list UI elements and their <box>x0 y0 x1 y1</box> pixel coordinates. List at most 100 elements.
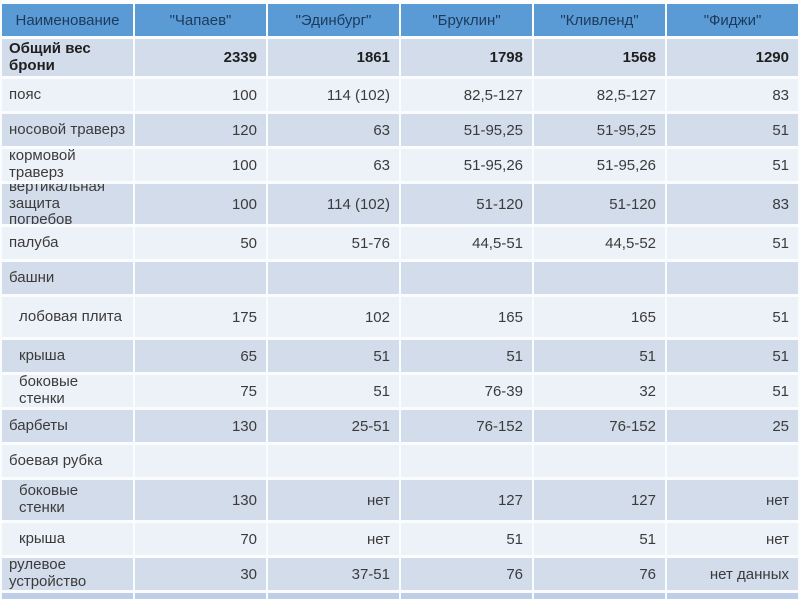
value-cell <box>667 262 798 294</box>
column-header-cleveland: "Кливленд" <box>534 4 665 36</box>
table-row: носовой траверз 120 63 51-95,25 51-95,25 51 <box>2 114 798 146</box>
value-cell: 51 <box>667 340 798 372</box>
value-cell: 51-95,26 <box>401 149 532 181</box>
value-cell: 51 <box>534 523 665 555</box>
value-cell: 51-95,25 <box>534 114 665 146</box>
value-cell: 127 <box>401 480 532 520</box>
value-cell: 25 <box>667 410 798 442</box>
partial-cell <box>401 593 532 599</box>
row-label-cell: кормовой траверз <box>2 149 133 181</box>
table-row: барбеты 130 25-51 76-152 76-152 25 <box>2 410 798 442</box>
value-cell: 51-95,25 <box>401 114 532 146</box>
row-label-cell: крыша <box>2 340 133 372</box>
value-cell: 114 (102) <box>268 184 399 224</box>
value-cell: 127 <box>534 480 665 520</box>
armor-comparison-table: Наименование "Чапаев" "Эдинбург" "Брукли… <box>2 4 798 599</box>
value-cell <box>667 445 798 477</box>
table-row: Общий вес брони 2339 1861 1798 1568 1290 <box>2 39 798 76</box>
value-cell: 1568 <box>534 39 665 76</box>
partial-cell <box>534 593 665 599</box>
value-cell: 76 <box>401 558 532 590</box>
value-cell: 82,5-127 <box>534 79 665 111</box>
table-row: пояс 100 114 (102) 82,5-127 82,5-127 83 <box>2 79 798 111</box>
column-header-fiji: "Фиджи" <box>667 4 798 36</box>
table-row: боковые стенки 130 нет 127 127 нет <box>2 480 798 520</box>
table-row: башни <box>2 262 798 294</box>
value-cell: 100 <box>135 184 266 224</box>
column-header-name: Наименование <box>2 4 133 36</box>
value-cell: 51-76 <box>268 227 399 259</box>
value-cell: 50 <box>135 227 266 259</box>
row-label-cell: барбеты <box>2 410 133 442</box>
row-label-cell: боковые стенки <box>2 480 133 520</box>
value-cell: 51 <box>401 340 532 372</box>
value-cell: 63 <box>268 149 399 181</box>
value-cell: 25-51 <box>268 410 399 442</box>
value-cell: 51 <box>268 340 399 372</box>
column-header-brooklyn: "Бруклин" <box>401 4 532 36</box>
table-row: боковые стенки 75 51 76-39 32 51 <box>2 375 798 407</box>
value-cell <box>135 262 266 294</box>
value-cell: 100 <box>135 149 266 181</box>
value-cell: 130 <box>135 410 266 442</box>
value-cell: 37-51 <box>268 558 399 590</box>
value-cell: 1861 <box>268 39 399 76</box>
value-cell: 51 <box>667 114 798 146</box>
value-cell: 2339 <box>135 39 266 76</box>
value-cell: нет данных <box>667 558 798 590</box>
value-cell: 51 <box>401 523 532 555</box>
value-cell <box>534 445 665 477</box>
value-cell: 83 <box>667 79 798 111</box>
value-cell: 82,5-127 <box>401 79 532 111</box>
value-cell: 76 <box>534 558 665 590</box>
value-cell: 165 <box>401 297 532 337</box>
partial-next-row <box>2 593 798 599</box>
value-cell: 44,5-52 <box>534 227 665 259</box>
value-cell: 102 <box>268 297 399 337</box>
value-cell: 120 <box>135 114 266 146</box>
table-row: крыша 70 нет 51 51 нет <box>2 523 798 555</box>
value-cell: нет <box>268 523 399 555</box>
table-row: лобовая плита 175 102 165 165 51 <box>2 297 798 337</box>
value-cell: 76-152 <box>534 410 665 442</box>
partial-cell <box>2 593 133 599</box>
row-label-cell: палуба <box>2 227 133 259</box>
value-cell: 51 <box>667 149 798 181</box>
value-cell: 76-152 <box>401 410 532 442</box>
table-row: палуба 50 51-76 44,5-51 44,5-52 51 <box>2 227 798 259</box>
value-cell: 51 <box>268 375 399 407</box>
row-label-cell: боковые стенки <box>2 375 133 407</box>
row-label-cell: пояс <box>2 79 133 111</box>
table-header-row: Наименование "Чапаев" "Эдинбург" "Брукли… <box>2 4 798 36</box>
value-cell <box>401 262 532 294</box>
value-cell: 83 <box>667 184 798 224</box>
value-cell: 51 <box>667 375 798 407</box>
table-row: крыша 65 51 51 51 51 <box>2 340 798 372</box>
value-cell: нет <box>268 480 399 520</box>
value-cell <box>268 445 399 477</box>
row-label-cell: Общий вес брони <box>2 39 133 76</box>
value-cell: 114 (102) <box>268 79 399 111</box>
value-cell: 1290 <box>667 39 798 76</box>
value-cell: 30 <box>135 558 266 590</box>
value-cell: 130 <box>135 480 266 520</box>
table-row: кормовой траверз 100 63 51-95,26 51-95,26 51 <box>2 149 798 181</box>
value-cell: 175 <box>135 297 266 337</box>
value-cell: 32 <box>534 375 665 407</box>
value-cell <box>268 262 399 294</box>
row-label-cell: крыша <box>2 523 133 555</box>
value-cell: 63 <box>268 114 399 146</box>
value-cell: 51-120 <box>534 184 665 224</box>
row-label-cell: боевая рубка <box>2 445 133 477</box>
partial-cell <box>667 593 798 599</box>
value-cell: 70 <box>135 523 266 555</box>
value-cell <box>401 445 532 477</box>
value-cell: 65 <box>135 340 266 372</box>
value-cell: 51-120 <box>401 184 532 224</box>
value-cell: 44,5-51 <box>401 227 532 259</box>
row-label-cell: вертикальная защита погребов <box>2 184 133 224</box>
value-cell: 51-95,26 <box>534 149 665 181</box>
value-cell: 51 <box>534 340 665 372</box>
value-cell: 1798 <box>401 39 532 76</box>
column-header-chapaev: "Чапаев" <box>135 4 266 36</box>
